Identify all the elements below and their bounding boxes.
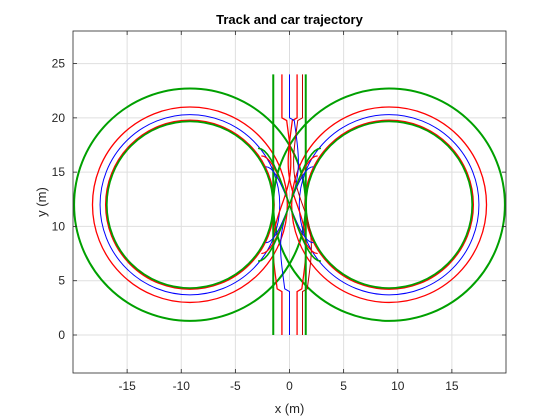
series-layer <box>73 74 506 335</box>
left-outer-lane-limit <box>91 106 288 304</box>
x-tick-label: 15 <box>445 379 459 393</box>
x-tick-label: -15 <box>118 379 136 393</box>
y-tick-label: 20 <box>52 111 66 125</box>
ticks: -15 -10 -5 0 5 10 15 0 5 10 15 20 25 <box>52 31 506 393</box>
x-tick-label: -5 <box>230 379 241 393</box>
y-axis-label: y (m) <box>34 187 49 217</box>
right-inner-boundary <box>304 120 474 290</box>
right-outer-lane-limit <box>291 106 488 304</box>
x-axis-label: x (m) <box>275 401 305 416</box>
y-tick-label: 25 <box>52 57 66 71</box>
left-outer-boundary <box>73 87 307 322</box>
chart-title: Track and car trajectory <box>216 12 363 27</box>
y-tick-label: 0 <box>58 328 65 342</box>
right-lane-limit-straight <box>287 74 307 335</box>
x-tick-label: 5 <box>340 379 347 393</box>
right-inner-lane-limit <box>304 119 475 290</box>
left-inner-boundary <box>105 120 275 290</box>
y-tick-label: 5 <box>58 274 65 288</box>
car-trajectory <box>293 74 312 335</box>
right-centerline <box>298 114 480 296</box>
left-lane-limit-straight <box>272 74 292 335</box>
x-tick-label: 10 <box>391 379 405 393</box>
left-inner-lane-limit <box>104 119 275 290</box>
y-tick-label: 15 <box>52 165 66 179</box>
x-tick-label: -10 <box>173 379 191 393</box>
x-tick-label: 0 <box>286 379 293 393</box>
y-tick-label: 10 <box>52 219 66 233</box>
left-centerline <box>99 114 281 296</box>
crossing-strand-6 <box>257 147 322 262</box>
